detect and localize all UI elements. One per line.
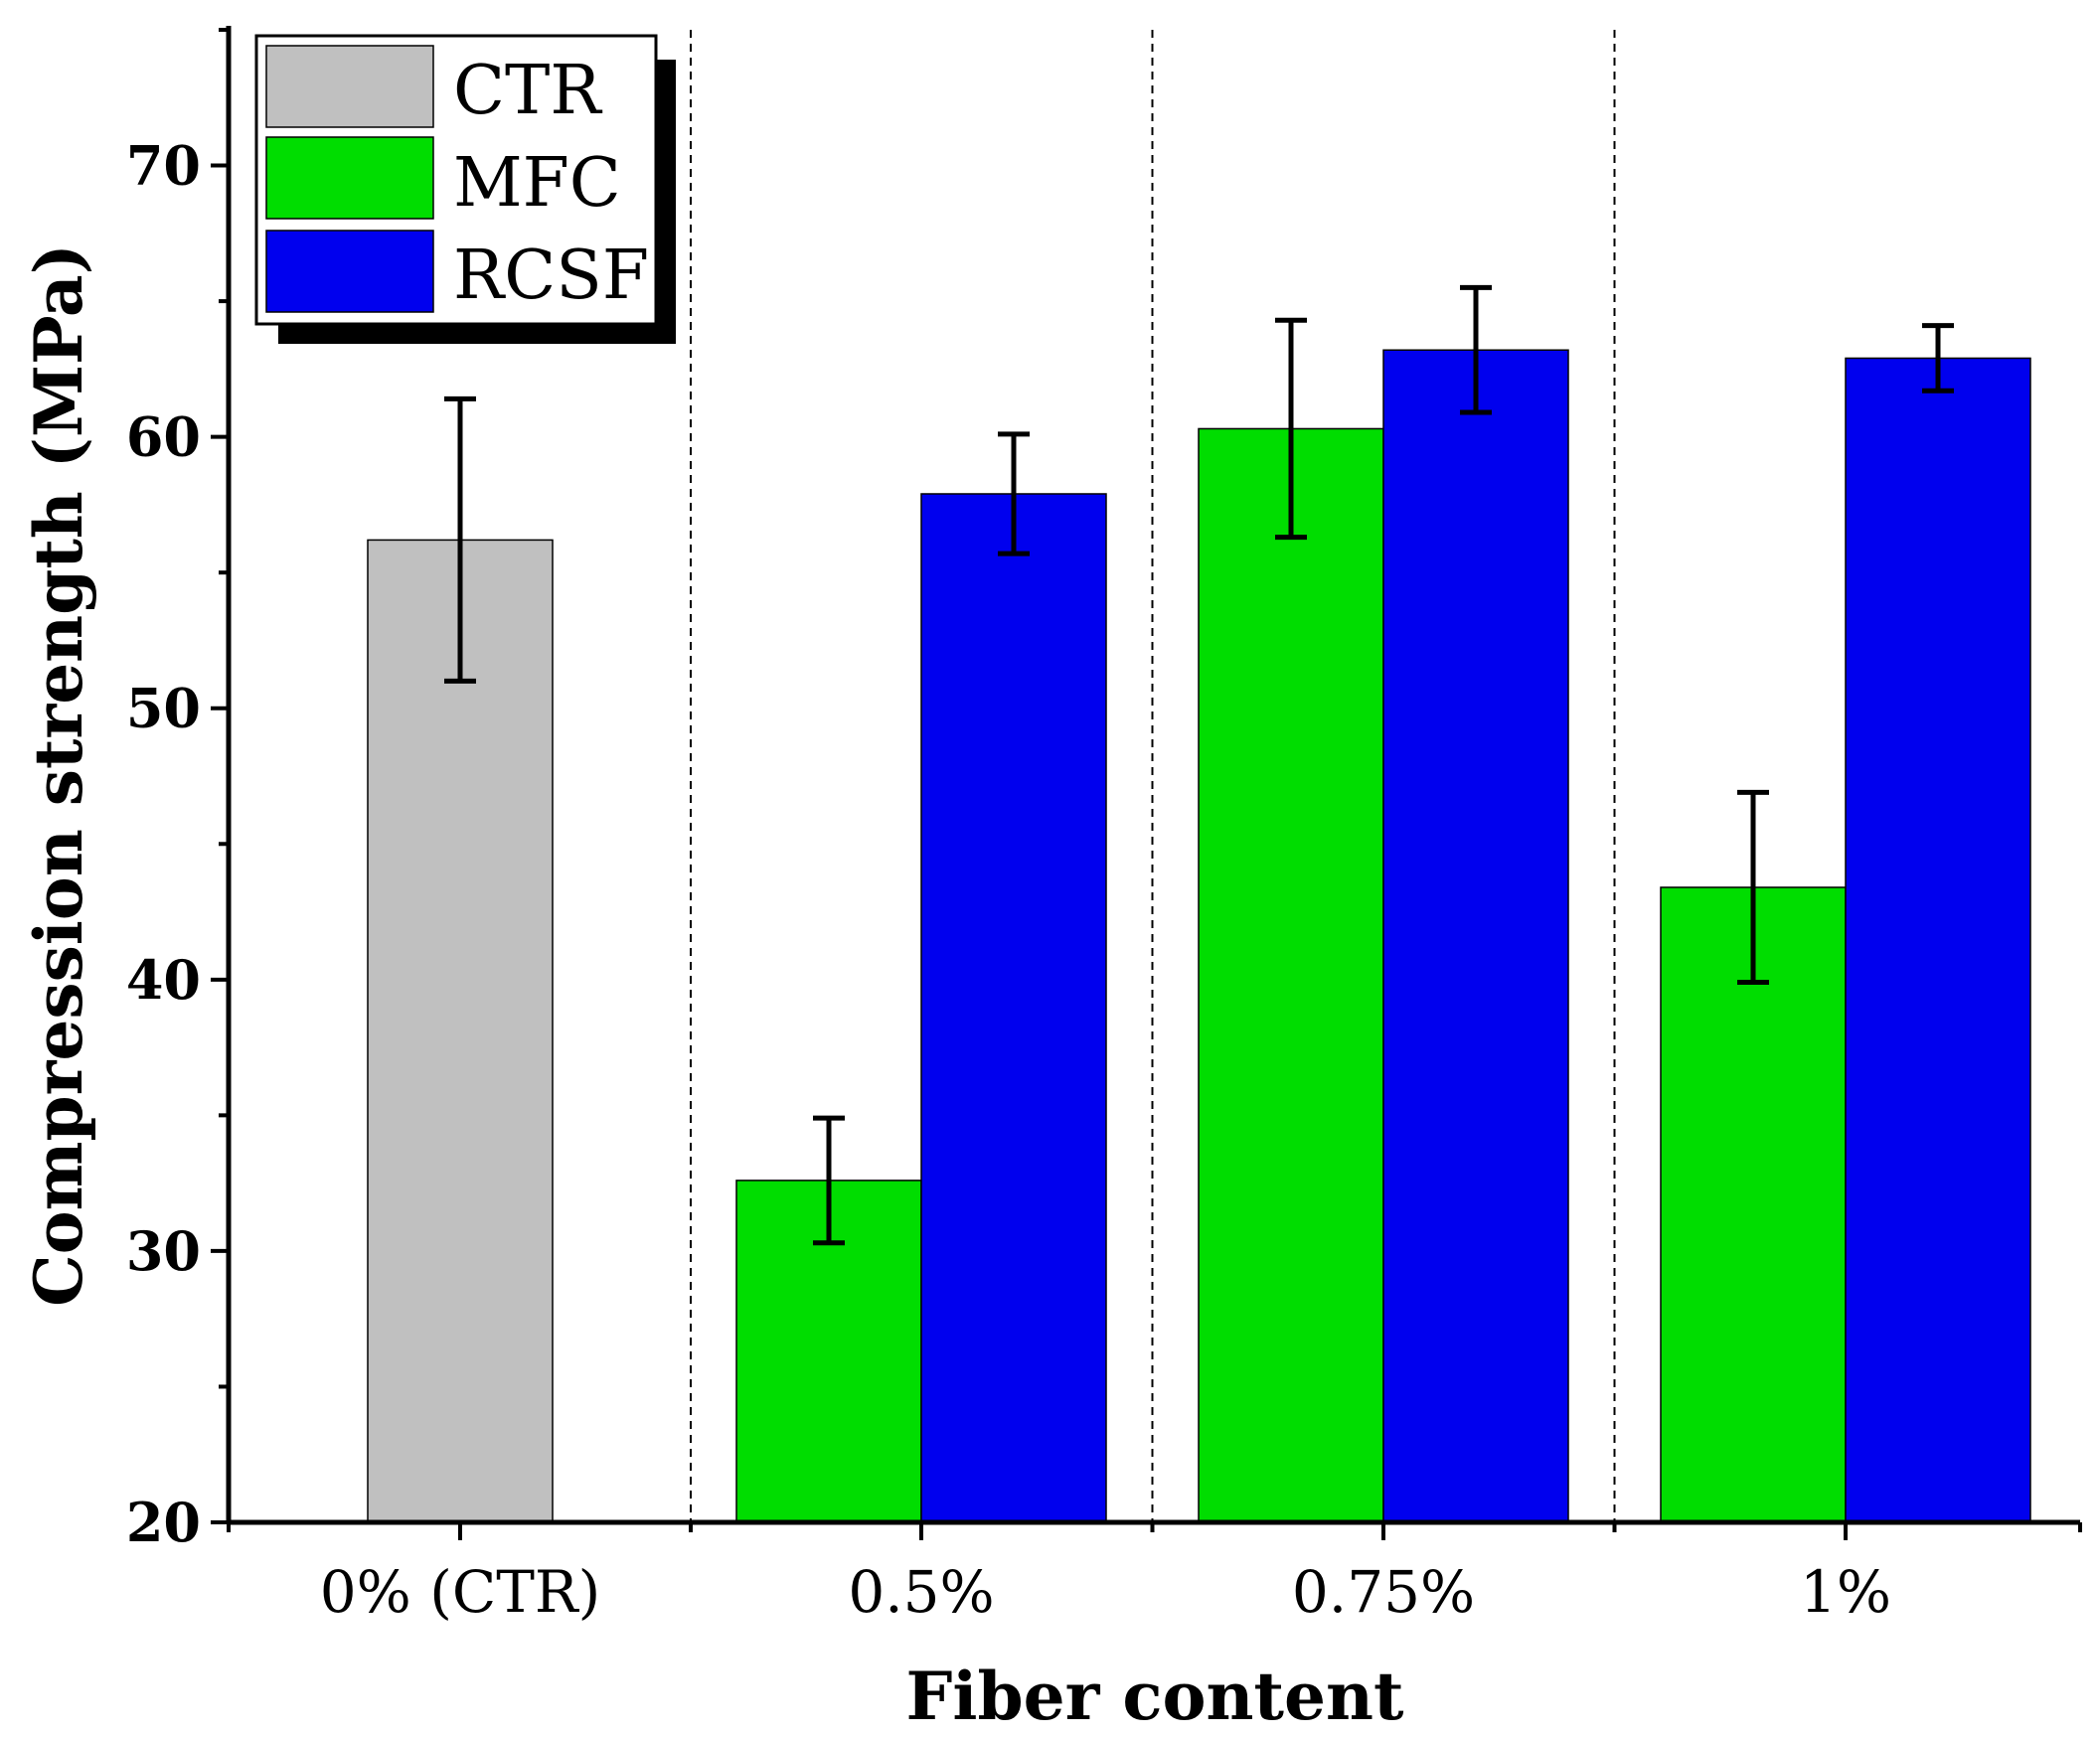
bar-rcsf-1 bbox=[920, 493, 1107, 1523]
bar-rcsf-2 bbox=[1382, 349, 1569, 1523]
legend-label-rcsf: RCSF bbox=[453, 237, 649, 315]
y-tick-label-70: 70 bbox=[126, 134, 201, 198]
y-tick-label-20: 20 bbox=[126, 1491, 201, 1554]
legend-label-ctr: CTR bbox=[453, 52, 602, 130]
legend-swatch-rcsf bbox=[265, 230, 434, 313]
legend-swatch-ctr bbox=[265, 45, 434, 128]
x-tick-label-1: 0.5% bbox=[848, 1558, 994, 1626]
y-tick-label-30: 30 bbox=[126, 1219, 201, 1283]
y-tick-label-50: 50 bbox=[126, 677, 201, 740]
y-axis-title: Compression strength (MPa) bbox=[20, 243, 97, 1307]
legend-label-mfc: MFC bbox=[453, 144, 621, 223]
bar-mfc-2 bbox=[1198, 427, 1384, 1523]
x-tick-label-3: 1% bbox=[1800, 1558, 1891, 1626]
bar-rcsf-3 bbox=[1845, 357, 2031, 1523]
y-tick-label-60: 60 bbox=[126, 405, 201, 469]
bar-ctr-0 bbox=[367, 539, 554, 1523]
x-axis-title: Fiber content bbox=[906, 1658, 1404, 1735]
legend: CTR MFC RCSF bbox=[254, 34, 676, 344]
legend-swatch-mfc bbox=[265, 136, 434, 220]
y-tick-label-40: 40 bbox=[126, 948, 201, 1012]
x-tick-label-2: 0.75% bbox=[1292, 1558, 1475, 1626]
x-tick-label-0: 0% (CTR) bbox=[320, 1558, 600, 1626]
